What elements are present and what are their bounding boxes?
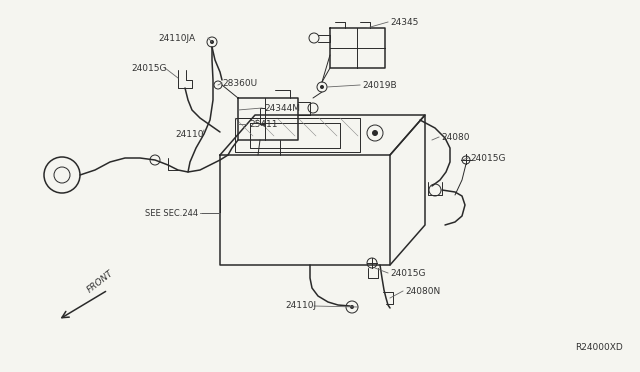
Text: 24110JA: 24110JA <box>158 33 195 42</box>
Text: 24080: 24080 <box>441 132 470 141</box>
Text: 24019B: 24019B <box>362 80 397 90</box>
Text: 28360U: 28360U <box>222 78 257 87</box>
Text: 24345: 24345 <box>390 17 419 26</box>
Circle shape <box>320 85 324 89</box>
Text: R24000XD: R24000XD <box>575 343 623 353</box>
Text: FRONT: FRONT <box>85 269 115 295</box>
Text: 24110: 24110 <box>175 129 204 138</box>
Text: 24015G: 24015G <box>470 154 506 163</box>
Text: 25411: 25411 <box>249 119 278 128</box>
Text: SEE SEC.244: SEE SEC.244 <box>145 208 198 218</box>
Circle shape <box>350 305 354 309</box>
Text: 24344M: 24344M <box>264 103 300 112</box>
Text: 24015G: 24015G <box>131 64 167 73</box>
Circle shape <box>372 130 378 136</box>
Text: 24015G: 24015G <box>390 269 426 278</box>
Text: 24080N: 24080N <box>405 286 440 295</box>
Circle shape <box>210 40 214 44</box>
Text: 24110J: 24110J <box>285 301 316 311</box>
